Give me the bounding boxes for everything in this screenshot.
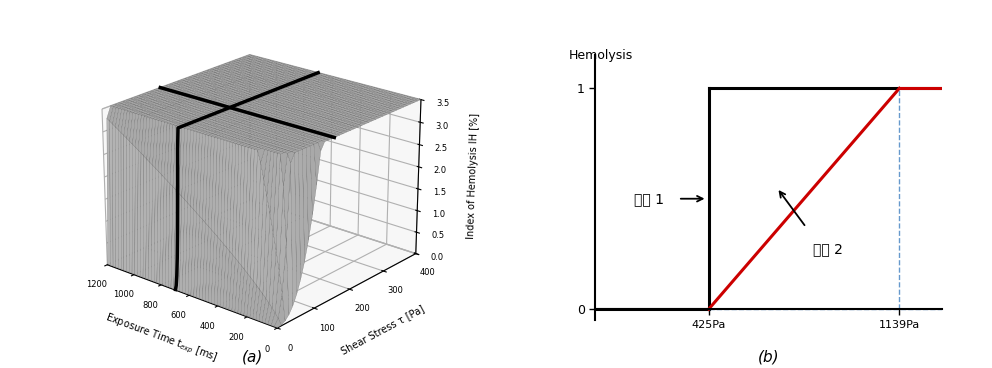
Text: (b): (b) bbox=[758, 349, 780, 364]
Text: (a): (a) bbox=[242, 349, 264, 364]
Text: 방법 1: 방법 1 bbox=[634, 192, 664, 206]
Y-axis label: Shear Stress τ [Pa]: Shear Stress τ [Pa] bbox=[339, 303, 426, 356]
X-axis label: Exposure Time t$_{exp}$ [ms]: Exposure Time t$_{exp}$ [ms] bbox=[103, 311, 219, 366]
Text: 방법 2: 방법 2 bbox=[812, 243, 842, 256]
Text: Hemolysis: Hemolysis bbox=[568, 49, 633, 62]
